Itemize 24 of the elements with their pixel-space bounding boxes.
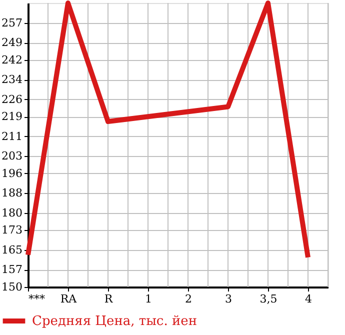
y-tick-label: 219 [2,110,22,124]
x-tick-label: R [104,292,114,306]
y-tick-label: 242 [2,53,22,66]
y-tick-label: 165 [2,243,22,256]
y-tick-label: 226 [2,92,22,106]
x-tick-label: 4 [305,292,312,306]
y-tick-label: 249 [2,36,22,50]
legend-label: Средняя Цена, тыс. йен [32,314,197,329]
x-tick-label: RA [60,292,78,306]
y-tick-label: 188 [2,186,22,200]
y-tick-label: 234 [2,73,22,86]
y-tick-label: 257 [2,16,22,30]
x-tick-label: 1 [145,292,152,306]
y-tick-label: 150 [2,280,22,294]
x-tick-label: 2 [185,292,192,306]
y-tick-label: 211 [2,130,22,143]
x-tick-label: 3,5 [260,292,278,306]
y-tick-label: 196 [2,166,22,180]
x-tick-label: 3 [225,292,232,306]
y-tick-label: 173 [2,224,22,237]
x-tick-label: *** [28,292,46,306]
y-tick-label: 180 [2,206,22,220]
y-tick-label: 203 [2,150,22,163]
y-tick-label: 157 [2,263,22,276]
